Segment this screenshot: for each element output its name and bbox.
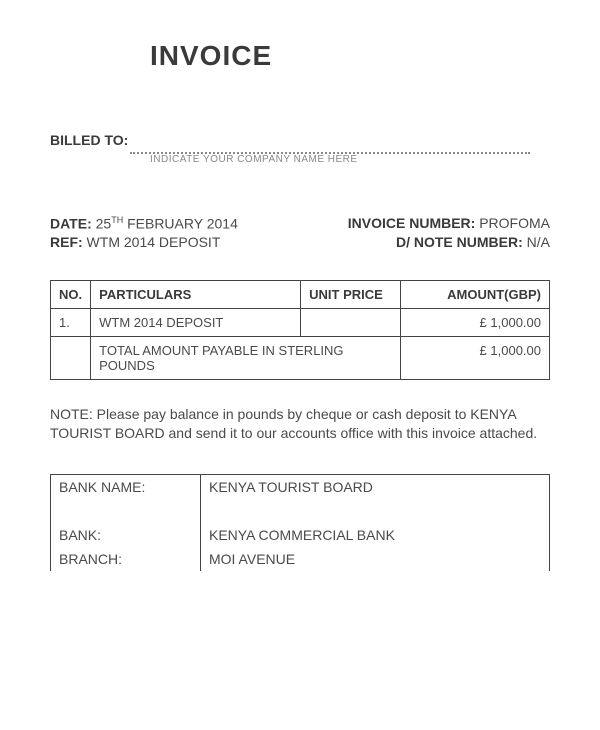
branch-label: BRANCH:: [51, 547, 201, 571]
bank-row: BANK: KENYA COMMERCIAL BANK: [51, 523, 550, 547]
line-items-table: NO. PARTICULARS UNIT PRICE AMOUNT(GBP) 1…: [50, 280, 550, 380]
invoice-number-label: INVOICE NUMBER:: [348, 215, 476, 231]
total-blank: [51, 336, 91, 379]
cell-no: 1.: [51, 308, 91, 336]
branch-value: MOI AVENUE: [201, 547, 550, 571]
invoice-number-value: PROFOMA: [475, 215, 550, 231]
table-row: 1. WTM 2014 DEPOSIT £ 1,000.00: [51, 308, 550, 336]
total-amount: £ 1,000.00: [401, 336, 550, 379]
table-header-row: NO. PARTICULARS UNIT PRICE AMOUNT(GBP): [51, 280, 550, 308]
bank-label: BANK:: [51, 523, 201, 547]
company-name-hint: INDICATE YOUR COMPANY NAME HERE: [150, 154, 550, 165]
dnote-value: N/A: [523, 234, 550, 250]
table-total-row: TOTAL AMOUNT PAYABLE IN STERLING POUNDS …: [51, 336, 550, 379]
cell-particulars: WTM 2014 DEPOSIT: [91, 308, 301, 336]
ref-label: REF:: [50, 234, 83, 250]
branch-row: BRANCH: MOI AVENUE: [51, 547, 550, 571]
ref-value: WTM 2014 DEPOSIT: [83, 234, 221, 250]
date-day: 25: [96, 216, 112, 232]
date-label: DATE:: [50, 216, 92, 232]
header-particulars: PARTICULARS: [91, 280, 301, 308]
bank-name-value: KENYA TOURIST BOARD: [201, 474, 550, 499]
billed-to-label: BILLED TO:: [50, 132, 128, 148]
meta-block: DATE: 25TH FEBRUARY 2014 INVOICE NUMBER:…: [50, 215, 550, 250]
header-no: NO.: [51, 280, 91, 308]
bank-name-row: BANK NAME: KENYA TOURIST BOARD: [51, 474, 550, 499]
date-rest: FEBRUARY 2014: [123, 216, 238, 232]
header-amount: AMOUNT(GBP): [401, 280, 550, 308]
bank-details-table: BANK NAME: KENYA TOURIST BOARD BANK: KEN…: [50, 474, 550, 571]
total-label: TOTAL AMOUNT PAYABLE IN STERLING POUNDS: [91, 336, 401, 379]
bank-value: KENYA COMMERCIAL BANK: [201, 523, 550, 547]
dnote-label: D/ NOTE NUMBER:: [396, 234, 523, 250]
cell-amount: £ 1,000.00: [401, 308, 550, 336]
header-unit-price: UNIT PRICE: [301, 280, 401, 308]
payment-note: NOTE: Please pay balance in pounds by ch…: [50, 405, 550, 444]
date-suffix: TH: [111, 215, 123, 225]
bank-spacer-row: [51, 499, 550, 523]
bank-name-label: BANK NAME:: [51, 474, 201, 499]
invoice-title: INVOICE: [150, 40, 550, 72]
cell-unit-price: [301, 308, 401, 336]
